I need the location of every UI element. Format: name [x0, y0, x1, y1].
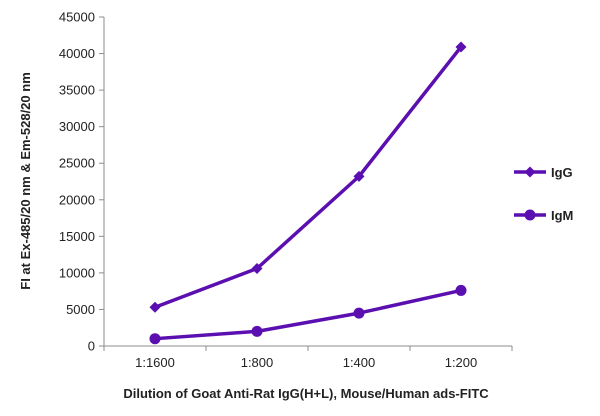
legend-label-igg: IgG: [551, 165, 573, 180]
y-tick-label: 10000: [59, 265, 95, 280]
legend-item-igm: IgM: [514, 208, 573, 223]
y-axis-ticks: 0 5000 10000 15000 20000 25000 30000 35000 40000…: [59, 10, 104, 354]
y-tick-label: 45000: [59, 10, 95, 25]
data-point-igg: [455, 41, 467, 53]
y-tick-label: 20000: [59, 192, 95, 207]
y-tick-label: 25000: [59, 156, 95, 171]
data-point-igm: [455, 284, 467, 296]
series-igm: [149, 284, 467, 345]
y-axis-title: FI at Ex-485/20 nm & Em-528/20 nm: [18, 72, 33, 289]
x-tick-label: 1:400: [343, 355, 376, 370]
axes: [103, 17, 512, 347]
series-layer: [149, 41, 467, 345]
x-tick-label: 1:1600: [135, 355, 175, 370]
legend-label-igm: IgM: [551, 208, 573, 223]
series-line-igg: [154, 45, 463, 309]
series-line-igm: [154, 288, 462, 341]
data-point-igm: [251, 325, 263, 337]
data-point-igg: [149, 301, 161, 313]
x-axis-ticks: 1:1600 1:800 1:400 1:200: [103, 346, 513, 370]
series-igg: [149, 41, 467, 313]
y-tick-label: 0: [88, 339, 95, 354]
x-axis-title: Dilution of Goat Anti-Rat IgG(H+L), Mous…: [123, 386, 489, 401]
data-point-igg: [353, 170, 365, 182]
legend-marker-igm: [524, 209, 536, 221]
legend: IgG IgM: [514, 165, 573, 223]
data-point-igg: [251, 263, 263, 275]
legend-marker-igg: [524, 166, 536, 178]
y-tick-label: 15000: [59, 229, 95, 244]
y-tick-label: 5000: [66, 302, 95, 317]
legend-item-igg: IgG: [514, 165, 573, 180]
data-point-igm: [149, 333, 161, 345]
data-point-igm: [353, 307, 365, 319]
x-tick-label: 1:200: [445, 355, 478, 370]
y-tick-label: 35000: [59, 83, 95, 98]
x-tick-label: 1:800: [241, 355, 274, 370]
y-tick-label: 40000: [59, 46, 95, 61]
y-tick-label: 30000: [59, 119, 95, 134]
